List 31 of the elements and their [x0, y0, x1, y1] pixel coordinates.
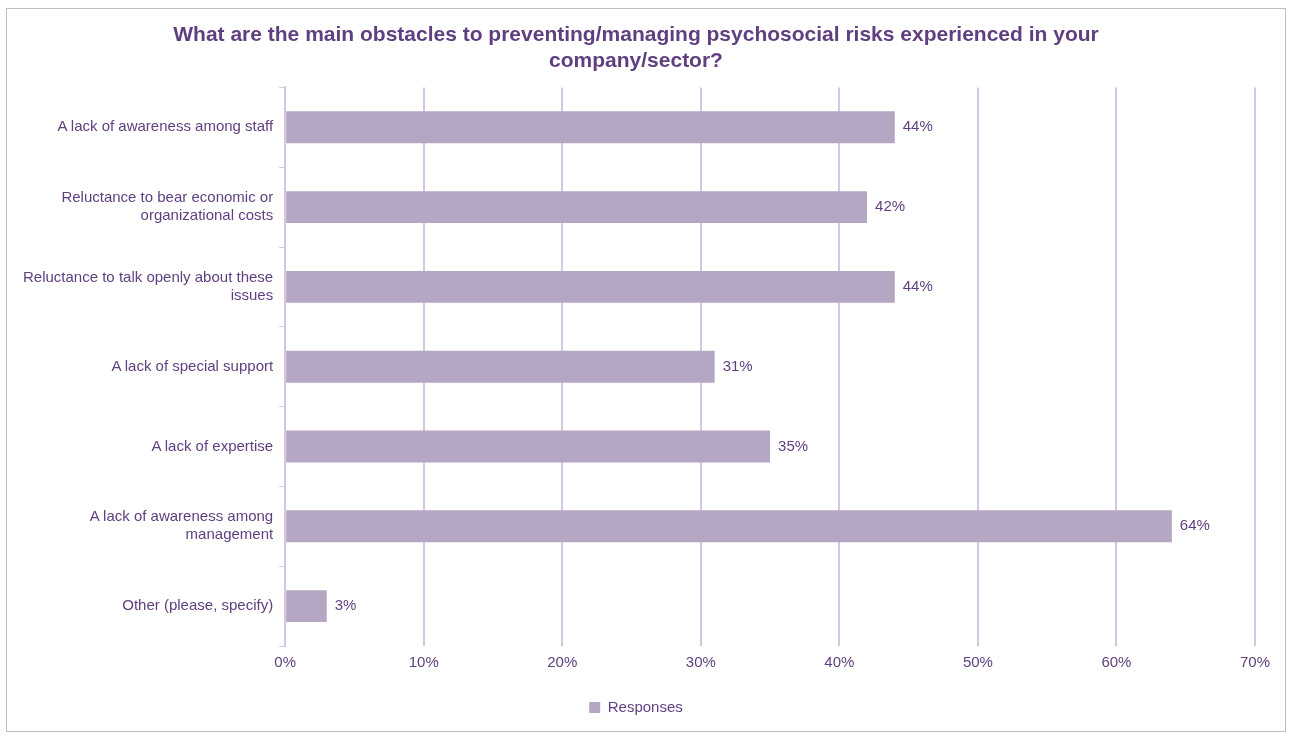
data-label: 44%	[902, 277, 933, 295]
x-tick-label: 70%	[1239, 653, 1271, 671]
bar	[286, 111, 895, 144]
data-label: 35%	[778, 436, 809, 454]
y-tick-label: Other (please, specify)	[122, 596, 274, 614]
chart-title: What are the main obstacles to preventing/managing psychosocial risks experienced in your company/sector?	[173, 22, 1099, 71]
x-tick-label: 0%	[274, 653, 297, 671]
x-tick-label: 10%	[408, 653, 439, 671]
x-tick-label: 40%	[824, 653, 855, 671]
data-label: 42%	[875, 197, 906, 215]
data-label: 31%	[722, 356, 753, 374]
y-tick-label: Reluctance to talk openly about these issues	[22, 268, 274, 304]
x-tick-label: 20%	[547, 653, 578, 671]
data-label: 3%	[334, 596, 357, 614]
y-tick-label: A lack of awareness among management	[89, 507, 274, 543]
y-tick-label: Reluctance to bear economic or organizational costs	[61, 188, 274, 224]
y-tick-label: A lack of special support	[111, 356, 274, 374]
legend-label: Responses	[607, 697, 683, 715]
data-label: 44%	[902, 117, 933, 135]
bar	[286, 350, 715, 383]
x-tick-label: 60%	[1101, 653, 1132, 671]
bar	[286, 270, 895, 303]
x-tick-label: 30%	[685, 653, 716, 671]
bar	[286, 590, 327, 623]
x-tick-label: 50%	[962, 653, 993, 671]
bar	[286, 191, 868, 224]
y-tick-label: A lack of expertise	[151, 436, 274, 454]
bar	[286, 430, 771, 463]
bar	[286, 510, 1172, 543]
y-tick-label: A lack of awareness among staff	[57, 117, 274, 135]
data-label: 64%	[1179, 516, 1210, 534]
